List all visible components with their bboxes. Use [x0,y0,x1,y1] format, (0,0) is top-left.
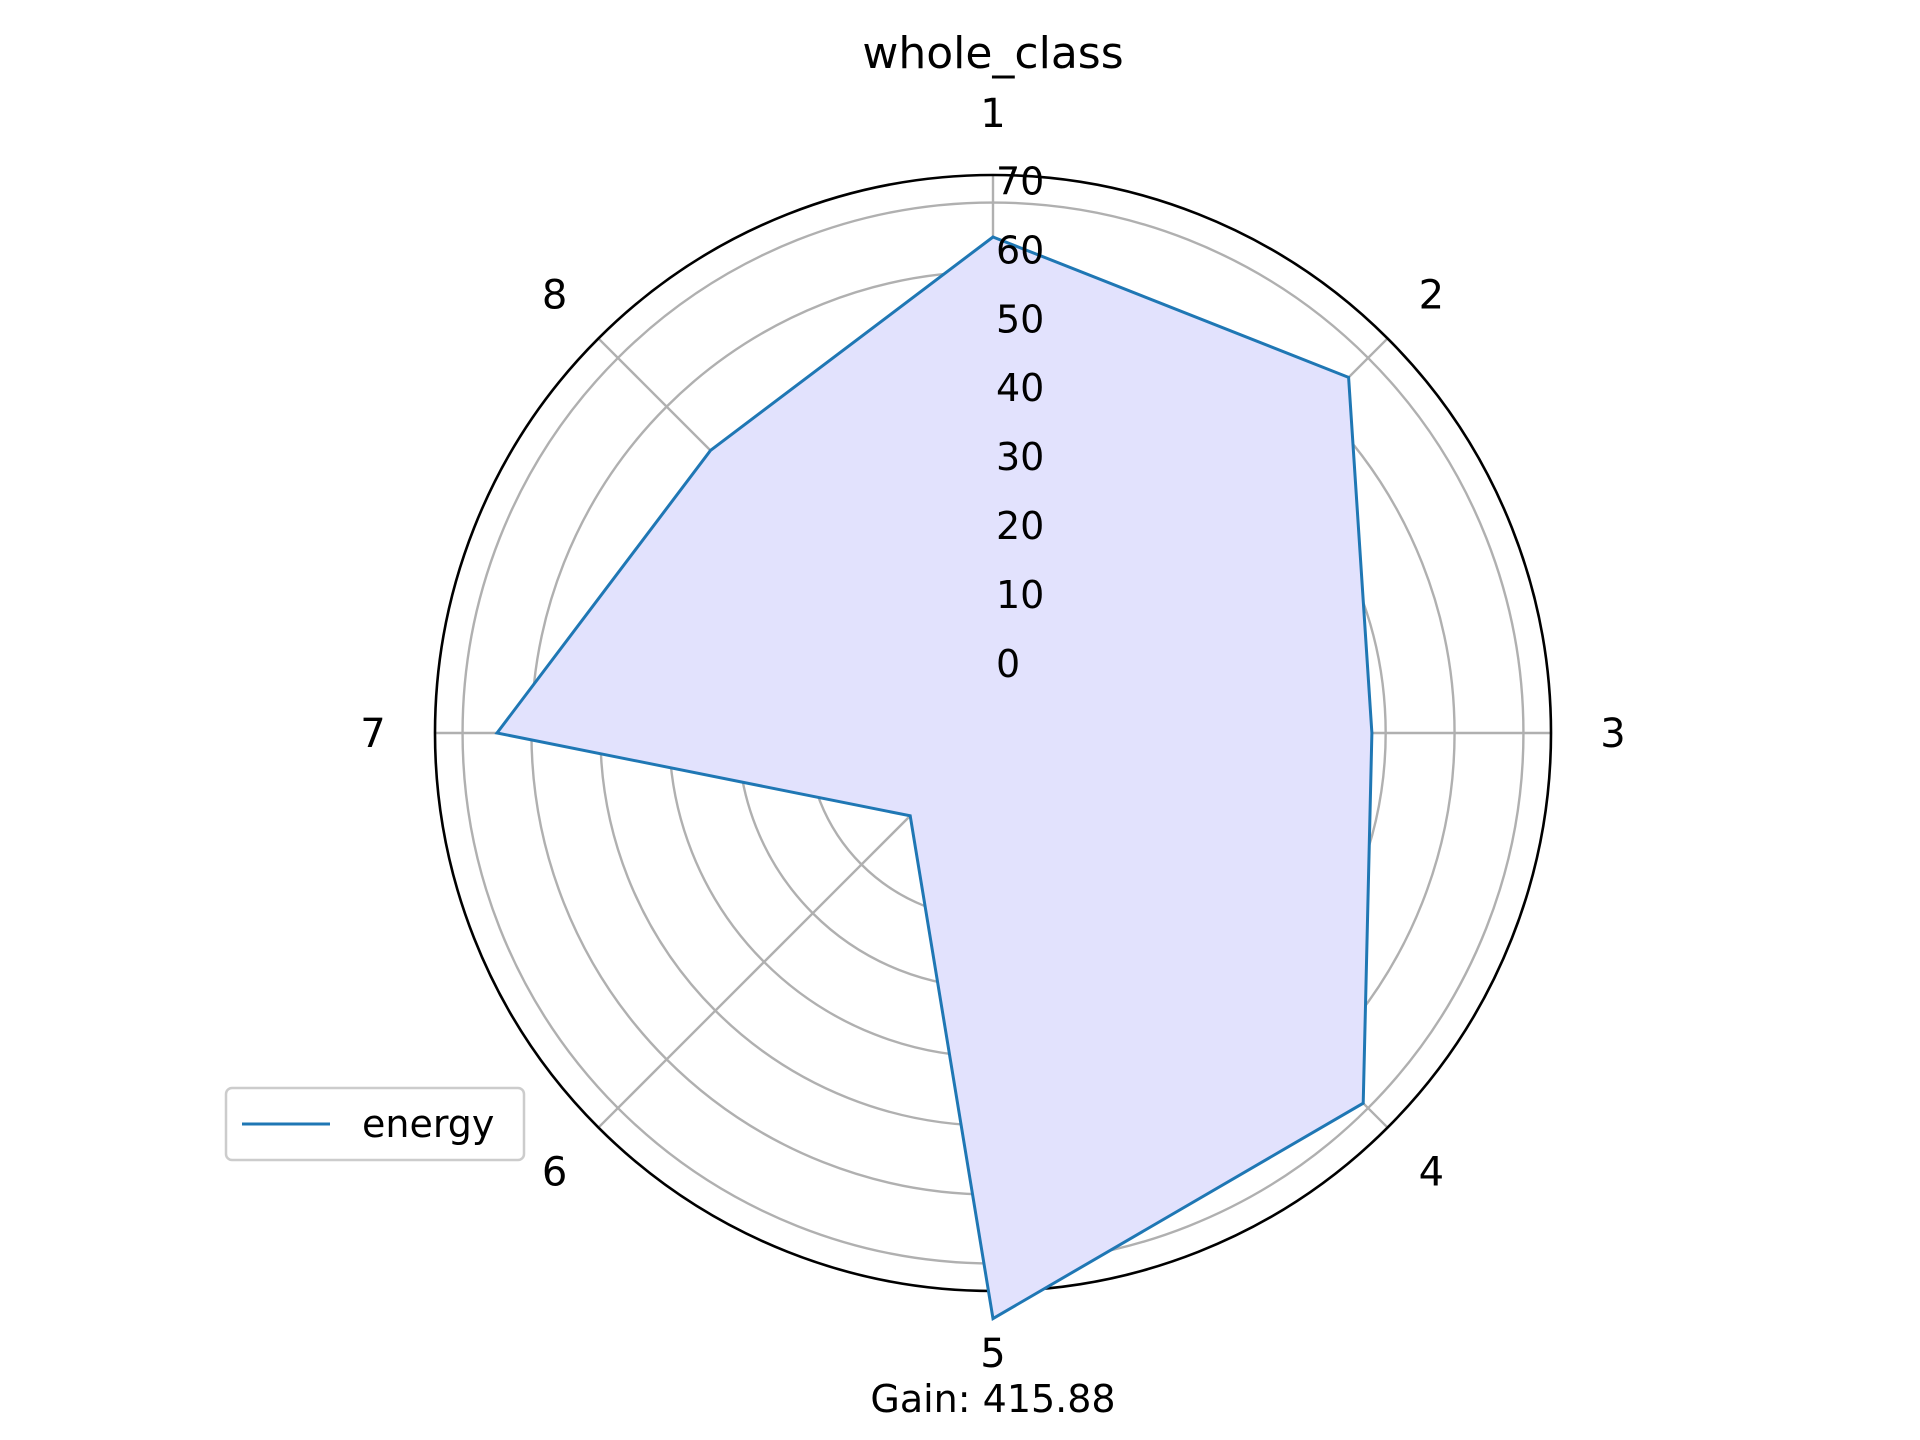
radar-labels: 0 10 20 30 40 50 60 70 1 2 3 4 5 6 7 8 [360,91,1625,1377]
radar-series [494,235,1374,1321]
chart-legend: energy [224,1086,526,1162]
radial-tick-label: 30 [996,435,1044,479]
radial-tick-label: 0 [996,642,1020,686]
radial-tick-label: 40 [996,366,1044,410]
radial-tick-label: 50 [996,297,1044,341]
angular-tick-label: 1 [980,91,1005,137]
angular-tick-label: 4 [1419,1149,1444,1195]
chart-caption: Gain: 415.88 [870,1377,1115,1421]
chart-title: whole_class [862,28,1123,79]
angular-tick-label: 5 [980,1331,1005,1377]
legend-label-energy: energy [362,1102,494,1146]
radial-tick-label: 70 [996,160,1044,204]
series-fill-energy [497,237,1372,1319]
angular-tick-label: 3 [1600,711,1625,757]
radial-tick-label: 20 [996,504,1044,548]
angular-tick-label: 7 [360,711,385,757]
angular-tick-label: 6 [542,1149,567,1195]
series-line-energy [494,235,1374,1321]
legend-box [224,1086,526,1162]
angular-tick-label: 8 [542,273,567,319]
angular-tick-label: 2 [1419,273,1444,319]
radial-tick-label: 60 [996,228,1044,272]
radial-tick-label: 10 [996,573,1044,617]
